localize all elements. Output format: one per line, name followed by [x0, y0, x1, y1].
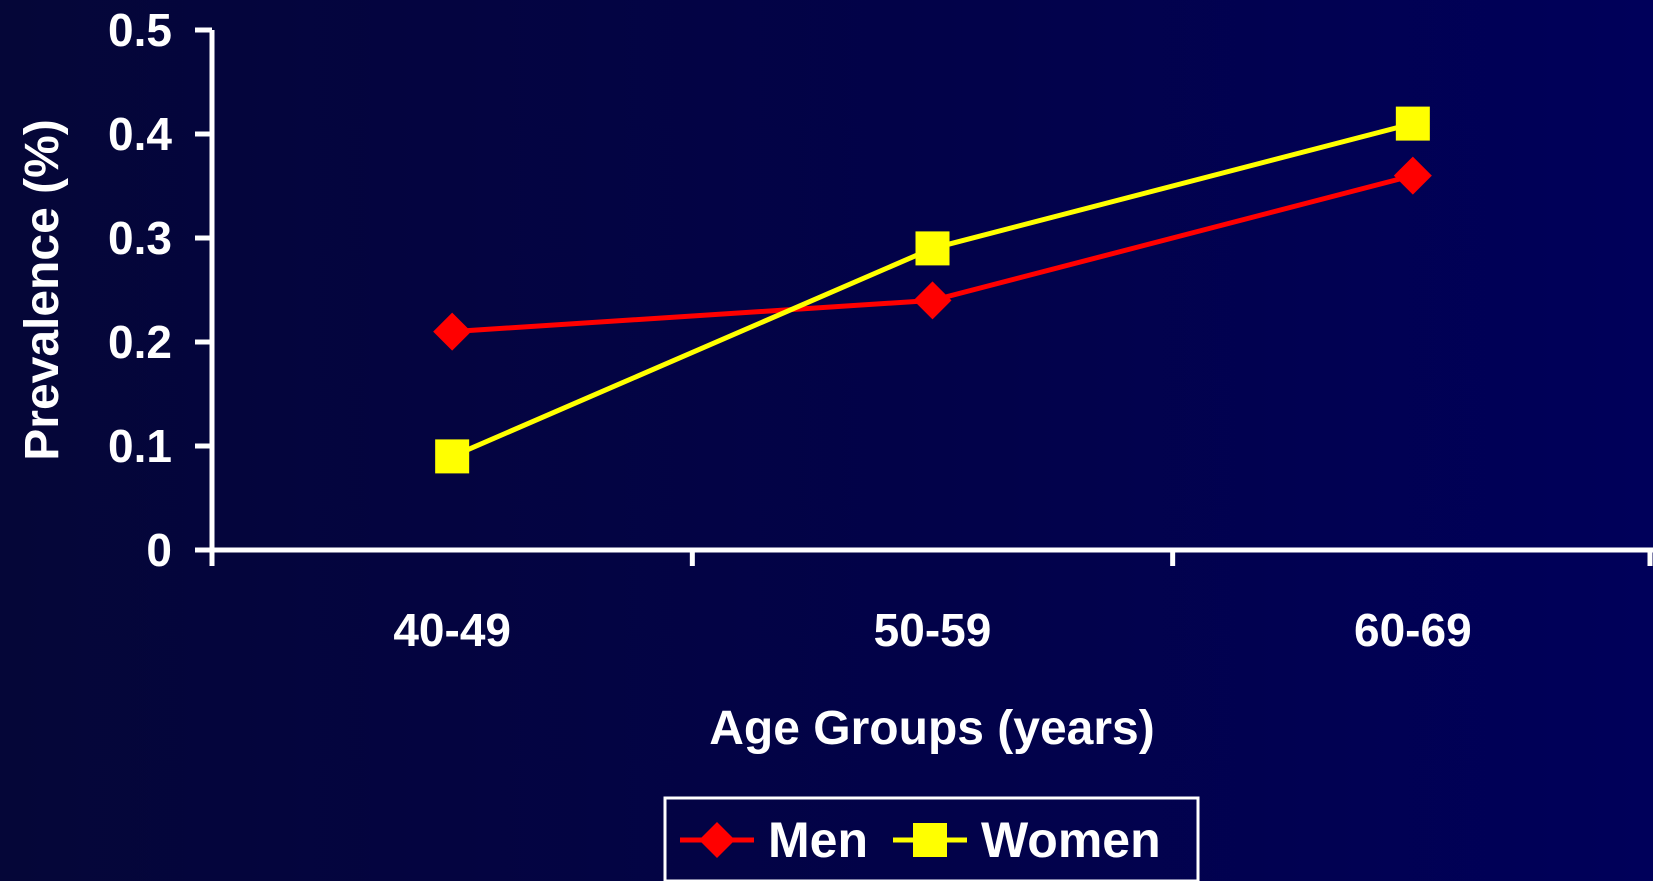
data-point-men	[433, 312, 472, 351]
legend-women-marker	[913, 823, 947, 857]
legend-box	[663, 796, 1200, 881]
x-axis-title: Age Groups (years)	[709, 702, 1154, 755]
legend-item-women: Women	[893, 812, 1161, 868]
y-tick-label: 0.5	[108, 4, 172, 56]
data-point-women	[1395, 106, 1430, 141]
legend-item-men: Men	[680, 812, 868, 868]
legend: Men Women	[663, 796, 1200, 881]
y-axis-title: Prevalence (%)	[16, 119, 69, 461]
x-tick-label: 60-69	[1354, 604, 1472, 656]
data-point-women	[915, 231, 950, 266]
y-tick-label: 0.3	[108, 212, 172, 264]
data-point-women	[435, 439, 470, 474]
x-axis-ticks: 40-49 50-59 60-69	[209, 550, 1653, 656]
y-axis-ticks: 0 0.1 0.2 0.3 0.4 0.5	[108, 4, 212, 576]
legend-label-men: Men	[768, 812, 868, 868]
data-point-men	[1393, 156, 1432, 195]
data-point-men	[913, 281, 952, 320]
axes	[195, 30, 1653, 566]
series-men	[433, 156, 1432, 351]
x-tick-label: 50-59	[874, 604, 992, 656]
series-layer	[433, 106, 1432, 474]
y-tick-label: 0	[146, 524, 172, 576]
legend-men-marker	[699, 822, 735, 858]
y-tick-label: 0.1	[108, 420, 172, 472]
y-tick-label: 0.4	[108, 108, 172, 160]
x-tick-label: 40-49	[393, 604, 511, 656]
legend-label-women: Women	[981, 812, 1161, 868]
y-tick-label: 0.2	[108, 316, 172, 368]
series-women	[435, 106, 1430, 474]
